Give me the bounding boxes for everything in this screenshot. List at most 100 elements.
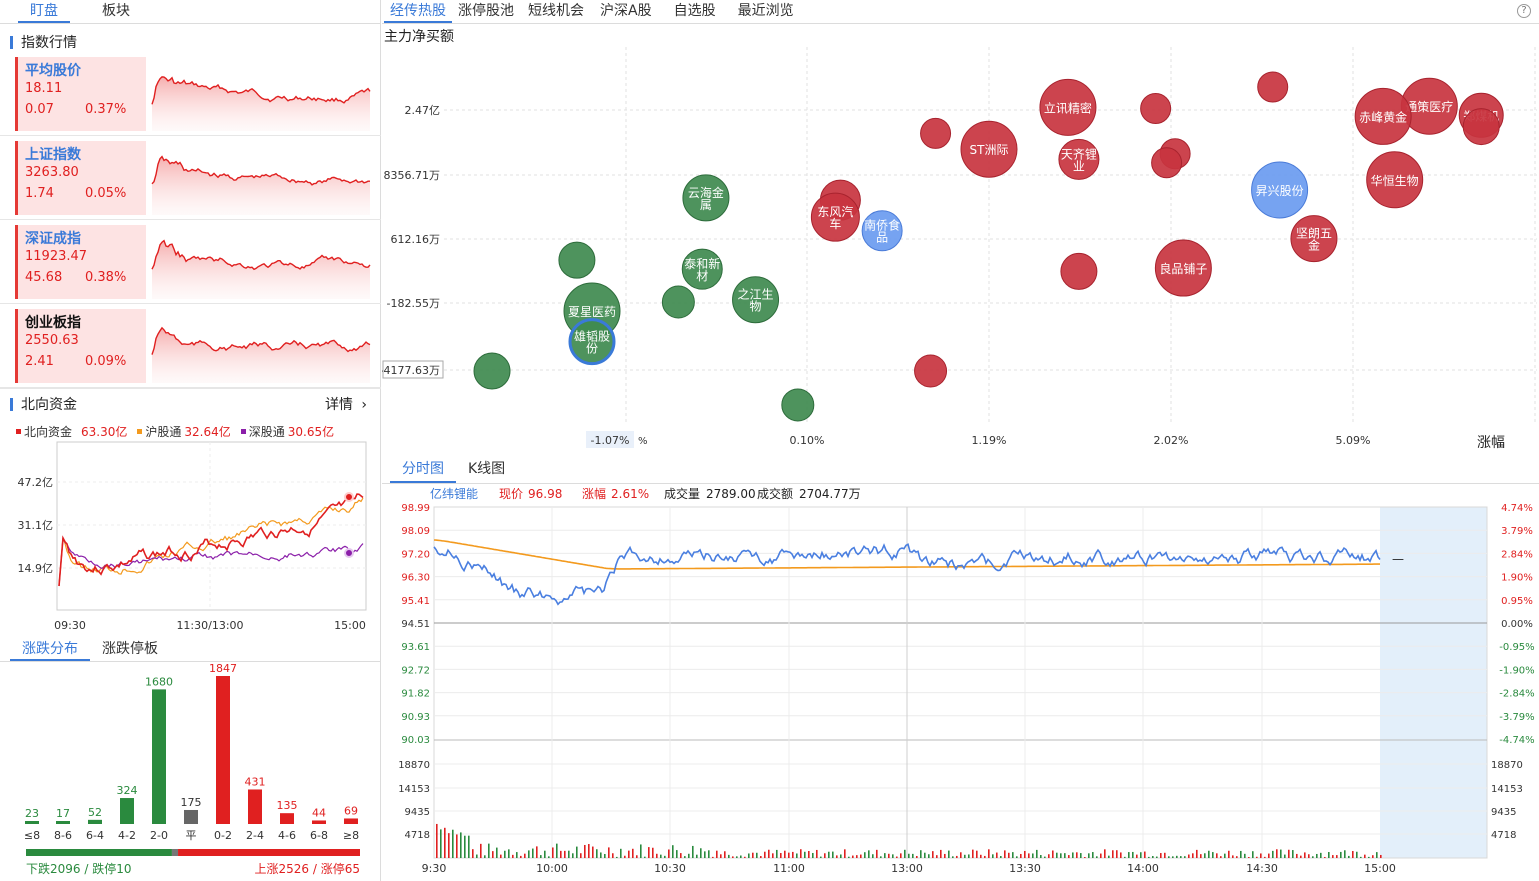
tab-a-shares[interactable]: 沪深A股 <box>600 3 652 19</box>
stock-bubble[interactable] <box>1257 71 1289 103</box>
bubble-mark[interactable] <box>1154 239 1212 297</box>
volume-bar <box>840 854 842 858</box>
bubble-mark[interactable] <box>781 388 815 422</box>
bubble-mark[interactable] <box>914 354 948 388</box>
bubble-mark[interactable] <box>1058 138 1100 180</box>
bubble-mark[interactable] <box>1060 252 1098 290</box>
tab-hot-stocks[interactable]: 经传热股 <box>384 0 452 23</box>
stock-bubble[interactable] <box>558 241 596 279</box>
intraday-info: 2704.77万 <box>799 487 861 501</box>
dist-bar-value: 175 <box>181 796 202 809</box>
stock-bubble[interactable] <box>781 388 815 422</box>
bubble-mark[interactable] <box>1257 71 1289 103</box>
bubble-mark[interactable] <box>473 352 511 390</box>
stock-bubble[interactable] <box>1151 147 1183 179</box>
stock-bubble[interactable] <box>661 285 695 319</box>
bubble-mark[interactable] <box>920 117 952 149</box>
tab-sector[interactable]: 板块 <box>102 3 130 19</box>
legend-dot <box>137 429 143 434</box>
volume-bar <box>680 853 682 858</box>
stock-bubble[interactable] <box>1140 92 1172 124</box>
dist-bar[interactable] <box>152 689 166 824</box>
bubble-mark[interactable] <box>1366 151 1424 209</box>
dist-bar[interactable] <box>184 809 198 824</box>
bubble-mark[interactable] <box>960 120 1018 178</box>
index-card[interactable]: 深证成指 11923.47 45.68 0.38% <box>15 225 146 299</box>
stock-bubble[interactable]: 华恒生物 <box>1366 151 1424 209</box>
stock-bubble[interactable]: 通策医疗 <box>1400 77 1458 135</box>
dist-bar[interactable] <box>25 821 39 824</box>
stock-bubble[interactable]: 立讯精密 <box>1039 78 1097 136</box>
help-icon[interactable]: ? <box>1517 4 1531 18</box>
stock-bubble[interactable] <box>914 354 948 388</box>
stock-bubble[interactable]: 赤峰黄金 <box>1354 87 1412 145</box>
tab-recent[interactable]: 最近浏览 <box>737 3 794 19</box>
bubble-mark[interactable] <box>681 248 723 290</box>
chart-frame <box>433 506 1488 859</box>
dist-bar[interactable] <box>88 819 102 824</box>
north-fund-chart: 47.2亿 31.1亿 14.9亿 09:30 11:30/13:00 15:00 <box>18 441 367 632</box>
tab-watchlist[interactable]: 自选股 <box>673 3 716 19</box>
tab-short-term[interactable]: 短线机会 <box>528 3 584 19</box>
legend-north: 北向资金 63.30亿 <box>16 423 127 440</box>
stock-bubble[interactable] <box>920 117 952 149</box>
stock-bubble[interactable]: ST洲际 <box>960 120 1018 178</box>
dist-bar[interactable] <box>120 798 134 824</box>
index-row[interactable]: 平均股价 18.11 0.07 0.37% <box>15 57 381 131</box>
bubble-mark[interactable] <box>1151 147 1183 179</box>
bubble-mark[interactable] <box>558 241 596 279</box>
price-tick-label: 97.20 <box>401 549 430 560</box>
index-card[interactable]: 上证指数 3263.80 1.74 0.05% <box>15 141 146 215</box>
index-row[interactable]: 创业板指 2550.63 2.41 0.09% <box>15 309 381 383</box>
y-tick-label: 612.16万 <box>391 233 441 246</box>
dist-bar[interactable] <box>344 818 358 824</box>
dist-bar[interactable] <box>216 676 230 824</box>
tab-kline[interactable]: K线图 <box>468 461 506 477</box>
bubble-mark[interactable] <box>732 276 780 324</box>
volume-bar <box>1236 856 1238 858</box>
index-row[interactable]: 上证指数 3263.80 1.74 0.05% <box>15 141 381 215</box>
bubble-mark[interactable] <box>861 210 903 252</box>
volume-bar <box>832 851 834 858</box>
bubble-mark[interactable] <box>1251 161 1309 219</box>
dist-bar[interactable] <box>56 821 70 824</box>
price-tick-label: 91.82 <box>401 689 430 700</box>
dist-bar[interactable] <box>248 789 262 824</box>
bubble-mark[interactable] <box>1462 108 1500 146</box>
bubble-mark[interactable] <box>1290 215 1338 263</box>
tab-limit-board[interactable]: 涨跌停板 <box>102 641 158 657</box>
dist-bar[interactable] <box>280 813 294 824</box>
stock-bubble[interactable] <box>1060 252 1098 290</box>
index-card[interactable]: 创业板指 2550.63 2.41 0.09% <box>15 309 146 383</box>
bubble-mark[interactable] <box>661 285 695 319</box>
bubble-mark[interactable] <box>1140 92 1172 124</box>
north-detail-link[interactable]: 详情 › <box>325 394 367 414</box>
stock-bubble[interactable] <box>1462 108 1500 146</box>
bubble-mark[interactable] <box>1354 87 1412 145</box>
stock-bubble[interactable]: 昇兴股份 <box>1251 161 1309 219</box>
tab-limit-pool[interactable]: 涨停股池 <box>458 3 514 19</box>
bubble-mark[interactable] <box>1039 78 1097 136</box>
stock-bubble[interactable] <box>473 352 511 390</box>
index-card[interactable]: 平均股价 18.11 0.07 0.37% <box>15 57 146 131</box>
tab-watch[interactable]: 盯盘 <box>18 0 70 23</box>
distribution-chart: 23 ≤8 17 8-6 52 6-4 324 4-2 1680 2-0 175 平 1847 0-2 43… <box>24 664 360 876</box>
tab-intraday[interactable]: 分时图 <box>390 457 456 483</box>
up-ratio-bar <box>178 849 360 856</box>
stock-bubble[interactable]: 良品铺子 <box>1154 239 1212 297</box>
index-row[interactable]: 深证成指 11923.47 45.68 0.38% <box>15 225 381 299</box>
dist-bar[interactable] <box>312 820 326 824</box>
volume-bar <box>552 847 554 858</box>
tab-distribution[interactable]: 涨跌分布 <box>10 638 90 661</box>
bubble-mark[interactable] <box>810 192 860 242</box>
bubble-mark[interactable] <box>682 174 730 222</box>
price-tick-label: 95.41 <box>401 596 430 607</box>
